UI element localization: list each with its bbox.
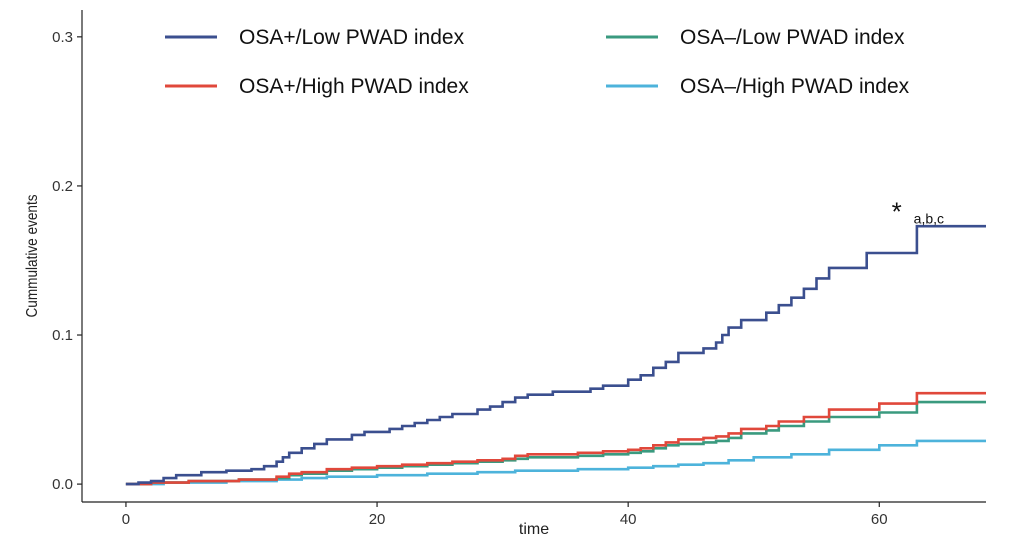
legend-label: OSA–/High PWAD index xyxy=(680,75,910,98)
y-tick-label: 0.0 xyxy=(52,476,73,493)
x-axis-ticks: 0 20 40 60 xyxy=(122,502,888,528)
y-tick-label: 0.3 xyxy=(52,29,73,46)
x-tick-label: 0 xyxy=(122,511,130,528)
legend-item-0: OSA+/Low PWAD index xyxy=(165,26,465,49)
y-tick-label: 0.1 xyxy=(52,327,73,344)
x-axis-title: time xyxy=(519,521,549,538)
x-tick-label: 60 xyxy=(871,511,888,528)
y-axis-title: Cummulative events xyxy=(24,194,41,317)
legend-item-1: OSA–/Low PWAD index xyxy=(606,26,905,49)
legend-label: OSA+/High PWAD index xyxy=(239,75,469,98)
legend-label: OSA–/Low PWAD index xyxy=(680,26,905,49)
annotation-letters: a,b,c xyxy=(914,210,944,226)
series-line-2 xyxy=(125,391,986,486)
legend-item-3: OSA–/High PWAD index xyxy=(606,75,910,98)
legend: OSA+/Low PWAD index OSA–/Low PWAD index OS… xyxy=(165,26,910,98)
series-lines xyxy=(125,224,986,486)
y-axis-ticks: 0.0 0.1 0.2 0.3 xyxy=(52,29,82,493)
significance-annotation: * a,b,c xyxy=(892,196,944,226)
series-line-3 xyxy=(125,439,986,486)
legend-label: OSA+/Low PWAD index xyxy=(239,26,465,49)
x-tick-label: 40 xyxy=(620,511,637,528)
y-tick-label: 0.2 xyxy=(52,178,73,195)
legend-item-2: OSA+/High PWAD index xyxy=(165,75,469,98)
annotation-asterisk: * xyxy=(892,196,902,226)
x-tick-label: 20 xyxy=(369,511,386,528)
series-line-0 xyxy=(125,224,986,486)
